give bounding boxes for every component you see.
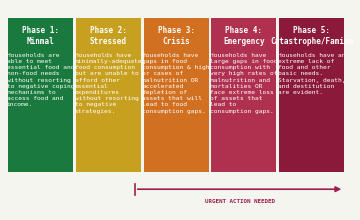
Text: Households have an
extreme lack of
food and other
basic needs.
Starvation, death: Households have an extreme lack of food … [278,53,345,95]
Text: Phase 1:
Minmal: Phase 1: Minmal [22,26,59,46]
Text: Households have
minimally-adequate
food consumption
but are unable to
afford oth: Households have minimally-adequate food … [75,53,142,114]
FancyBboxPatch shape [144,18,208,172]
Text: Phase 5:
Catastrophe/Famine: Phase 5: Catastrophe/Famine [270,26,353,46]
Text: Households are
able to meet
essential food and
non-food needs
without resorting
: Households are able to meet essential fo… [7,53,74,107]
FancyBboxPatch shape [279,18,344,172]
FancyBboxPatch shape [8,18,73,172]
Text: Households have
large gaps in food
consumption with
very high rates of
malnutrit: Households have large gaps in food consu… [210,53,278,114]
FancyBboxPatch shape [211,18,276,172]
Text: Households have
gaps in food
consumption & high
or cases of
malnutrition OR
acce: Households have gaps in food consumption… [142,53,210,114]
Text: Phase 3:
Crisis: Phase 3: Crisis [158,26,194,46]
Text: Phase 2:
Stressed: Phase 2: Stressed [90,26,127,46]
Text: Phase 4:
Emergency: Phase 4: Emergency [223,26,265,46]
Text: URGENT ACTION NEEDED: URGENT ACTION NEEDED [204,199,275,204]
FancyBboxPatch shape [76,18,141,172]
